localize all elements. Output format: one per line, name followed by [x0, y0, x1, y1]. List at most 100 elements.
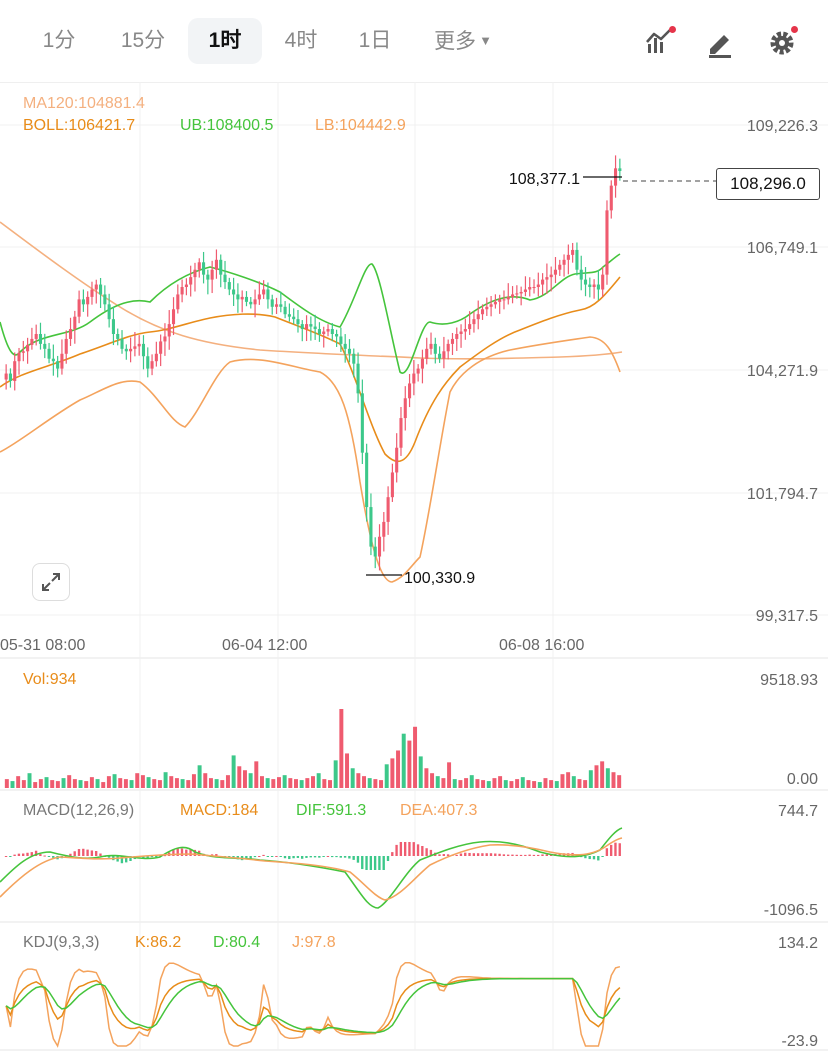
j-line — [5, 961, 621, 1048]
candle-body — [103, 294, 107, 305]
macd-bar — [163, 855, 167, 857]
candle-body — [283, 306, 287, 315]
candle-body — [64, 338, 68, 354]
settings-gear-icon — [770, 31, 794, 55]
candle-body — [523, 289, 527, 292]
volume-bar — [44, 777, 49, 788]
volume-bar — [21, 780, 26, 788]
candle-body — [489, 304, 493, 307]
tab-4h[interactable]: 4时 — [270, 18, 332, 64]
macd-bar — [270, 856, 274, 857]
macd-bar — [601, 856, 604, 857]
macd-bar — [82, 848, 85, 856]
macd-bar — [73, 851, 76, 856]
macd-bar — [356, 856, 360, 863]
volume-bar — [469, 775, 474, 788]
candle-body — [399, 418, 403, 448]
candle-body — [292, 316, 296, 320]
x-tick-label: 06-04 12:00 — [222, 637, 308, 654]
volume-bar — [611, 772, 616, 788]
macd-bar — [588, 856, 591, 860]
candle-wick — [288, 303, 290, 322]
chart-canvas[interactable]: 108,377.1 100,330.9 MA120:104881.4 BOLL:… — [0, 82, 828, 1061]
settings-button[interactable] — [764, 24, 800, 60]
candle-body — [124, 348, 128, 352]
volume-bar — [169, 776, 174, 788]
macd-value: MACD:184 — [180, 802, 258, 819]
volume-bar — [84, 781, 89, 788]
macd-bar — [442, 854, 445, 856]
dea-value: DEA:407.3 — [400, 802, 477, 819]
candle-body — [343, 343, 347, 349]
volume-bar — [588, 770, 593, 788]
macd-bar — [300, 856, 304, 859]
macd-bar — [193, 849, 197, 856]
candle-body — [390, 472, 394, 498]
macd-bar — [318, 856, 321, 858]
macd-bar — [275, 856, 278, 857]
volume-bar — [407, 740, 412, 788]
macd-bar — [305, 856, 308, 858]
tab-more[interactable]: 更多 ▼ — [420, 18, 506, 64]
macd-bar — [326, 856, 330, 857]
candle-wick — [529, 277, 531, 297]
macd-bar — [403, 842, 407, 856]
draw-button[interactable] — [702, 24, 738, 60]
tab-1h[interactable]: 1时 — [188, 18, 262, 64]
candle-body — [541, 279, 545, 285]
volume-bar — [435, 776, 440, 788]
volume-bar — [537, 782, 542, 788]
macd-bar — [468, 852, 471, 856]
candle-body — [305, 324, 309, 330]
macd-bar — [279, 856, 282, 857]
candle-wick — [280, 291, 282, 313]
volume-bar — [515, 779, 520, 788]
candle-wick — [207, 269, 209, 295]
candle-body — [408, 383, 412, 399]
tab-label: 1分 — [42, 29, 76, 52]
candle-wick — [310, 316, 312, 341]
candle-body — [129, 348, 133, 352]
volume-bar — [396, 750, 401, 788]
macd-bar — [343, 856, 347, 858]
candle-body — [81, 299, 85, 305]
candle-body — [43, 343, 47, 349]
candle-wick — [258, 281, 260, 305]
candle-body — [171, 309, 176, 325]
volume-bar — [458, 780, 463, 788]
volume-bar — [560, 774, 565, 788]
candle-body — [463, 329, 467, 332]
macd-label: MACD(12,26,9) — [23, 802, 134, 819]
macd-bar — [309, 856, 312, 858]
candle-wick — [18, 347, 20, 375]
candle-body — [189, 277, 193, 285]
candle-body — [335, 333, 339, 337]
macd-bar — [558, 853, 561, 856]
k-value: K:86.2 — [135, 934, 181, 951]
candle-body — [601, 274, 605, 290]
kdj-max-label: 134.2 — [778, 935, 818, 952]
macd-bar — [412, 842, 415, 856]
volume-bars — [4, 708, 622, 788]
tab-1m[interactable]: 1分 — [28, 18, 90, 64]
macd-bar — [107, 856, 111, 858]
candle-body — [120, 338, 124, 349]
candle-body — [472, 319, 476, 325]
macd-bar — [296, 856, 300, 858]
tab-1d[interactable]: 1日 — [344, 18, 406, 64]
volume-bar — [231, 755, 236, 788]
volume-bar — [594, 765, 599, 788]
macd-bar — [266, 856, 270, 857]
indicator-button[interactable] — [642, 24, 678, 60]
macd-bar — [476, 853, 480, 856]
macd-bar — [446, 854, 450, 856]
candle-wick — [430, 332, 432, 355]
volume-bar — [447, 762, 452, 788]
tab-15m[interactable]: 15分 — [106, 18, 180, 64]
macd-bar — [339, 856, 342, 858]
candle-body — [330, 329, 334, 334]
candle-body — [395, 447, 399, 473]
fullscreen-button[interactable] — [32, 563, 70, 601]
volume-bar — [208, 778, 213, 788]
candle-body — [502, 299, 506, 301]
